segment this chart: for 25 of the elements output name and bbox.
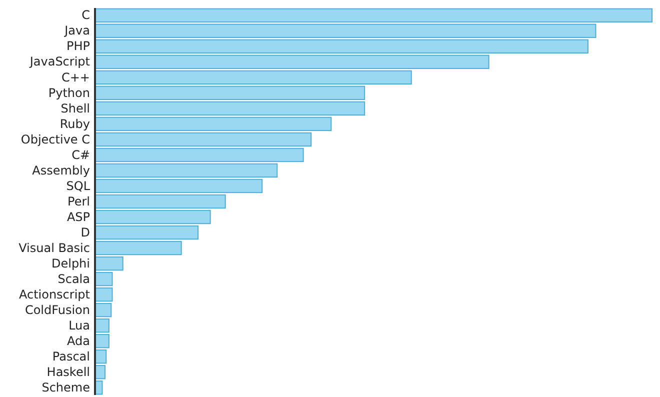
y-tick-label: Scheme: [42, 380, 90, 394]
y-tick-label: C++: [62, 70, 90, 84]
y-tick-label: Objective C: [20, 132, 90, 146]
y-tick-label: Lua: [68, 318, 90, 332]
y-tick-label: PHP: [66, 39, 90, 54]
y-tick-label: JavaScript: [28, 54, 90, 69]
y-tick-label: Pascal: [52, 349, 90, 364]
y-tick-label: Scala: [58, 272, 90, 286]
y-tick-label: SQL: [66, 178, 90, 193]
y-tick-label: Haskell: [46, 364, 90, 379]
y-tick-label: Perl: [68, 194, 90, 208]
y-tick-label: Ruby: [60, 116, 90, 131]
y-tick-label: Java: [64, 24, 90, 38]
y-tick-label: Delphi: [51, 256, 90, 270]
y-tick-label: ASP: [66, 210, 90, 224]
y-tick-label: Python: [48, 86, 90, 100]
y-tick-label: Shell: [60, 101, 90, 116]
y-tick-label: Assembly: [32, 163, 90, 178]
y-tick-label: ColdFusion: [24, 302, 90, 317]
y-tick-label: Visual Basic: [18, 240, 90, 255]
y-tick-label: C#: [72, 148, 90, 162]
y-tick-label: C: [82, 8, 90, 22]
y-tick-label: D: [80, 225, 90, 240]
y-tick-label: Actionscript: [18, 287, 90, 302]
y-tick-label: Ada: [67, 334, 90, 348]
